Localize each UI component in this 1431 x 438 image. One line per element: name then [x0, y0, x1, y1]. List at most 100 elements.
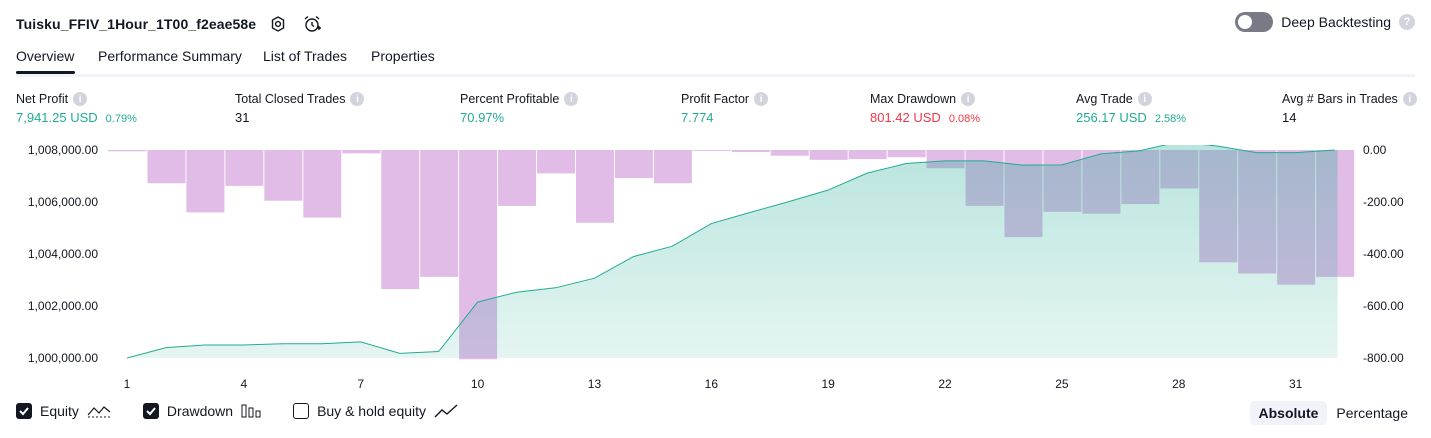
metric-label-row: Percent Profitable i: [460, 92, 579, 106]
tab-overview[interactable]: Overview: [16, 48, 75, 64]
metric-value: 70.97%: [460, 110, 505, 125]
drawdown-bar: [420, 150, 459, 277]
x-axis-tick-label: 25: [1055, 377, 1069, 391]
left-axis-tick-label: 1,000,000.00: [28, 351, 98, 365]
metric-value-row: 70.97%: [460, 110, 578, 125]
tab-bar: Overview Performance Summary List of Tra…: [16, 44, 1415, 77]
tab-list-of-trades[interactable]: List of Trades: [263, 48, 348, 64]
buy-hold-checkbox[interactable]: Buy & hold equity: [293, 403, 458, 419]
metric-value-row: 7,941.25 USD 0.79%: [16, 110, 137, 125]
left-axis-tick-label: 1,002,000.00: [28, 299, 98, 313]
gear-icon[interactable]: [266, 12, 290, 36]
metric-label: Profit Factor: [681, 92, 750, 106]
drawdown-bar: [498, 150, 537, 206]
metric-value-row: 801.42 USD 0.08%: [870, 110, 980, 125]
info-icon[interactable]: i: [754, 92, 769, 106]
metric-percent: 0.08%: [948, 113, 981, 125]
tab-properties[interactable]: Properties: [371, 48, 435, 64]
x-axis-tick-label: 19: [822, 377, 836, 391]
metric-label-row: Avg Trade i: [1076, 92, 1186, 106]
drawdown-bar: [848, 150, 887, 160]
drawdown-bar: [303, 150, 342, 218]
x-axis-tick-label: 1: [124, 377, 131, 391]
drawdown-checkbox[interactable]: Drawdown: [142, 403, 261, 419]
metric-2: Percent Profitable i 70.97%: [460, 92, 579, 125]
alarm-clock-icon[interactable]: [300, 12, 324, 36]
metric-0: Net Profit i 7,941.25 USD 0.79%: [16, 92, 137, 125]
x-axis-tick-label: 7: [357, 377, 364, 391]
drawdown-bar: [186, 150, 225, 213]
metric-label: Avg # Bars in Trades: [1282, 92, 1398, 106]
metric-4: Max Drawdown i 801.42 USD 0.08%: [870, 92, 980, 125]
equity-line: [126, 145, 1335, 359]
drawdown-bar: [108, 150, 147, 152]
info-icon[interactable]: i: [73, 92, 88, 106]
x-axis-tick-label: 13: [588, 377, 602, 391]
deep-backtesting-toggle[interactable]: [1235, 12, 1274, 32]
check-icon: [16, 403, 32, 419]
metric-value-row: 256.17 USD 2.58%: [1076, 110, 1186, 125]
metric-6: Avg # Bars in Trades i 14: [1282, 92, 1417, 125]
metric-value: 7.774: [681, 110, 714, 125]
drawdown-bar: [342, 150, 381, 154]
equity-line-icon: [87, 406, 111, 418]
metric-label: Max Drawdown: [870, 92, 957, 106]
drawdown-bar: [537, 150, 576, 174]
x-axis-tick-label: 22: [938, 377, 952, 391]
metric-value-row: 7.774: [681, 110, 768, 125]
metric-label-row: Profit Factor i: [681, 92, 769, 106]
drawdown-bar: [770, 150, 809, 156]
drawdown-bar: [887, 150, 926, 158]
x-axis-tick-label: 10: [471, 377, 485, 391]
metric-label-row: Total Closed Trades i: [235, 92, 365, 106]
buy-hold-line-icon: [434, 404, 458, 418]
left-axis-tick-label: 1,004,000.00: [28, 247, 98, 261]
equity-drawdown-chart: 1,008,000.00 1,006,000.00 1,004,000.00 1,00…: [28, 145, 1404, 391]
left-axis-tick-label: 1,006,000.00: [28, 195, 98, 209]
equity-checkbox[interactable]: Equity: [16, 403, 111, 419]
x-axis-tick-label: 31: [1289, 377, 1303, 391]
info-icon[interactable]: i: [1402, 92, 1417, 106]
equity-label: Equity: [40, 403, 79, 419]
x-axis-tick-label: 28: [1172, 377, 1186, 391]
tab-performance-summary[interactable]: Performance Summary: [98, 48, 242, 64]
drawdown-bar: [225, 150, 264, 186]
drawdown-bar: [653, 150, 692, 184]
metric-1: Total Closed Trades i 31: [235, 92, 365, 125]
info-icon[interactable]: i: [564, 92, 579, 106]
info-icon[interactable]: i: [1137, 92, 1152, 106]
info-icon[interactable]: i: [350, 92, 365, 106]
x-axis-tick-label: 4: [241, 377, 248, 391]
metric-value: 7,941.25 USD: [16, 110, 98, 125]
absolute-button[interactable]: Absolute: [1249, 401, 1328, 425]
drawdown-bar: [614, 150, 653, 179]
scale-toggle: Absolute Percentage: [1249, 401, 1418, 425]
right-axis-tick-label: -600.00: [1363, 299, 1404, 313]
deep-backtesting: Deep Backtesting ?: [1235, 12, 1415, 32]
drawdown-bar: [147, 150, 186, 184]
metric-label: Total Closed Trades: [235, 92, 346, 106]
strategy-title: Tuisku_FFIV_1Hour_1T00_f2eae58e: [16, 16, 257, 32]
metric-value: 31: [235, 110, 250, 125]
drawdown-bar: [692, 150, 731, 151]
help-icon[interactable]: ?: [1399, 14, 1415, 30]
metric-percent: 2.58%: [1154, 113, 1187, 125]
left-axis-tick-label: 1,008,000.00: [28, 145, 98, 157]
strategy-header: Tuisku_FFIV_1Hour_1T00_f2eae58e: [16, 10, 324, 38]
right-axis-tick-label: 0.00: [1363, 145, 1387, 157]
checkbox-empty-icon: [293, 403, 310, 419]
metric-label-row: Net Profit i: [16, 92, 137, 106]
metric-value: 801.42 USD: [870, 110, 941, 125]
toggle-knob: [1238, 15, 1253, 29]
drawdown-bar: [731, 150, 770, 153]
percentage-button[interactable]: Percentage: [1336, 405, 1408, 421]
deep-backtesting-label: Deep Backtesting: [1281, 14, 1391, 30]
metric-3: Profit Factor i 7.774: [681, 92, 769, 125]
right-axis-tick-label: -800.00: [1363, 351, 1404, 365]
info-icon[interactable]: i: [961, 92, 976, 106]
metric-value: 14: [1282, 110, 1297, 125]
drawdown-bars-icon: [241, 404, 261, 418]
drawdown-bar: [264, 150, 303, 201]
metric-value: 256.17 USD: [1076, 110, 1147, 125]
x-axis-tick-label: 16: [705, 377, 719, 391]
